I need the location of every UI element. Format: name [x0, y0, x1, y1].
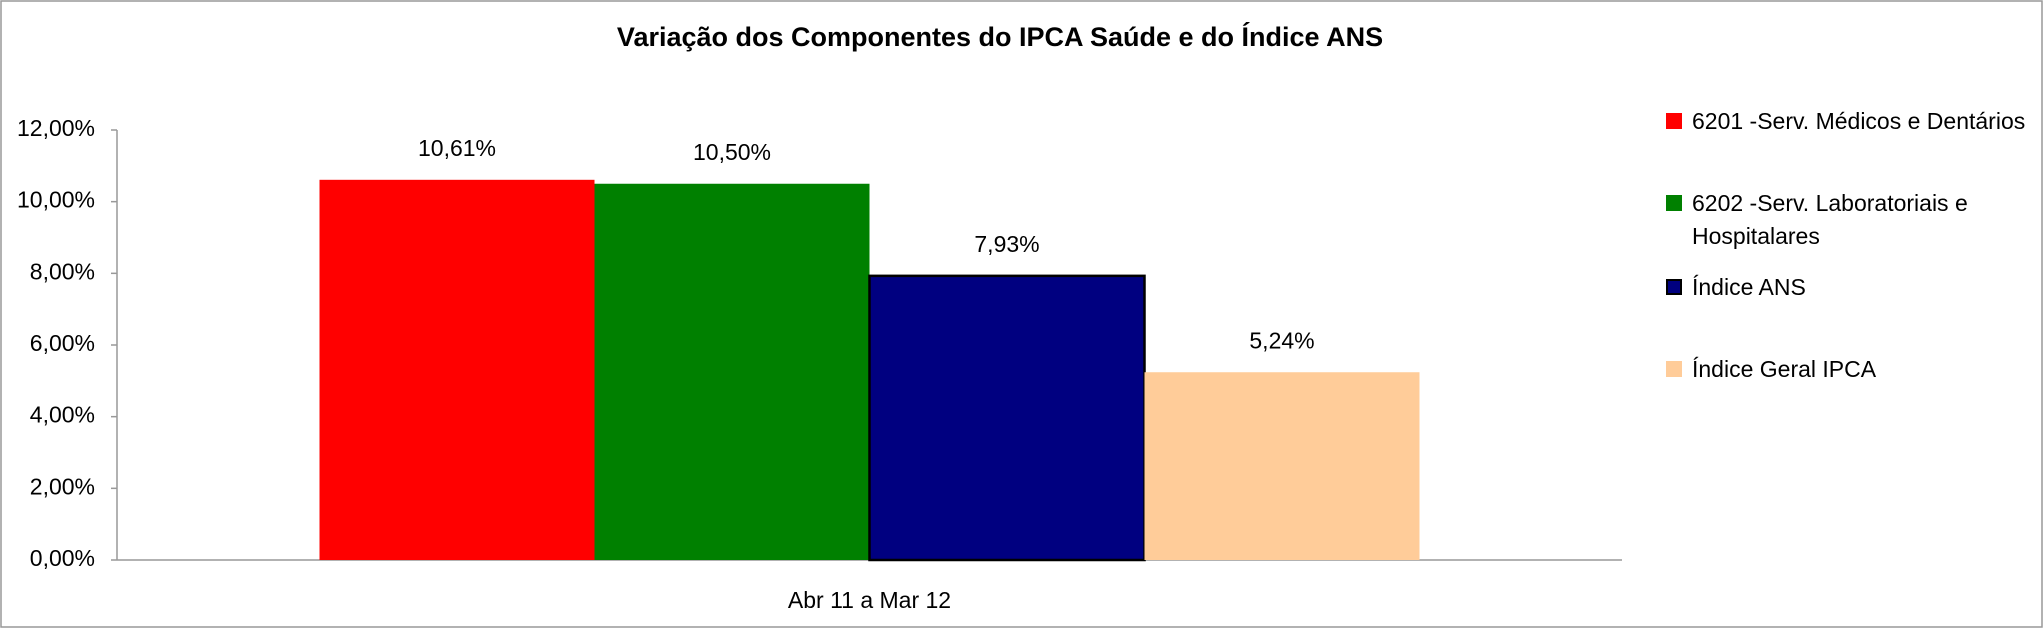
x-tick-label: Abr 11 a Mar 12: [788, 587, 951, 613]
legend-item: 6202 -Serv. Laboratoriais e Hospitalares: [1666, 187, 2026, 253]
legend-swatch: [1666, 361, 1682, 377]
chart-title: Variação dos Componentes do IPCA Saúde e…: [617, 21, 1383, 52]
legend-label: 6202 -Serv. Laboratoriais e Hospitalares: [1692, 190, 1968, 249]
data-label: 10,61%: [418, 135, 496, 161]
y-tick-label: 12,00%: [17, 115, 95, 141]
y-tick-label: 4,00%: [30, 402, 95, 428]
legend-label: Índice ANS: [1692, 274, 1806, 300]
y-tick-label: 10,00%: [17, 187, 95, 213]
y-tick-label: 8,00%: [30, 258, 95, 284]
bar: [1144, 372, 1420, 560]
data-label: 7,93%: [974, 231, 1039, 257]
legend-item: Índice ANS: [1666, 271, 2026, 304]
legend-item: Índice Geral IPCA: [1666, 353, 2026, 386]
legend-swatch: [1666, 113, 1682, 129]
legend-item: 6201 -Serv. Médicos e Dentários: [1666, 105, 2026, 138]
data-label: 5,24%: [1249, 327, 1314, 353]
data-label: 10,50%: [693, 139, 771, 165]
bar: [868, 274, 1146, 562]
legend-label: Índice Geral IPCA: [1692, 356, 1877, 382]
legend-swatch: [1666, 279, 1682, 295]
bar: [319, 179, 595, 560]
y-tick-label: 2,00%: [30, 473, 95, 499]
legend-swatch: [1666, 195, 1682, 211]
bar: [594, 183, 870, 560]
y-tick-label: 6,00%: [30, 330, 95, 356]
legend-label: 6201 -Serv. Médicos e Dentários: [1692, 108, 2026, 134]
y-tick-label: 0,00%: [30, 545, 95, 571]
